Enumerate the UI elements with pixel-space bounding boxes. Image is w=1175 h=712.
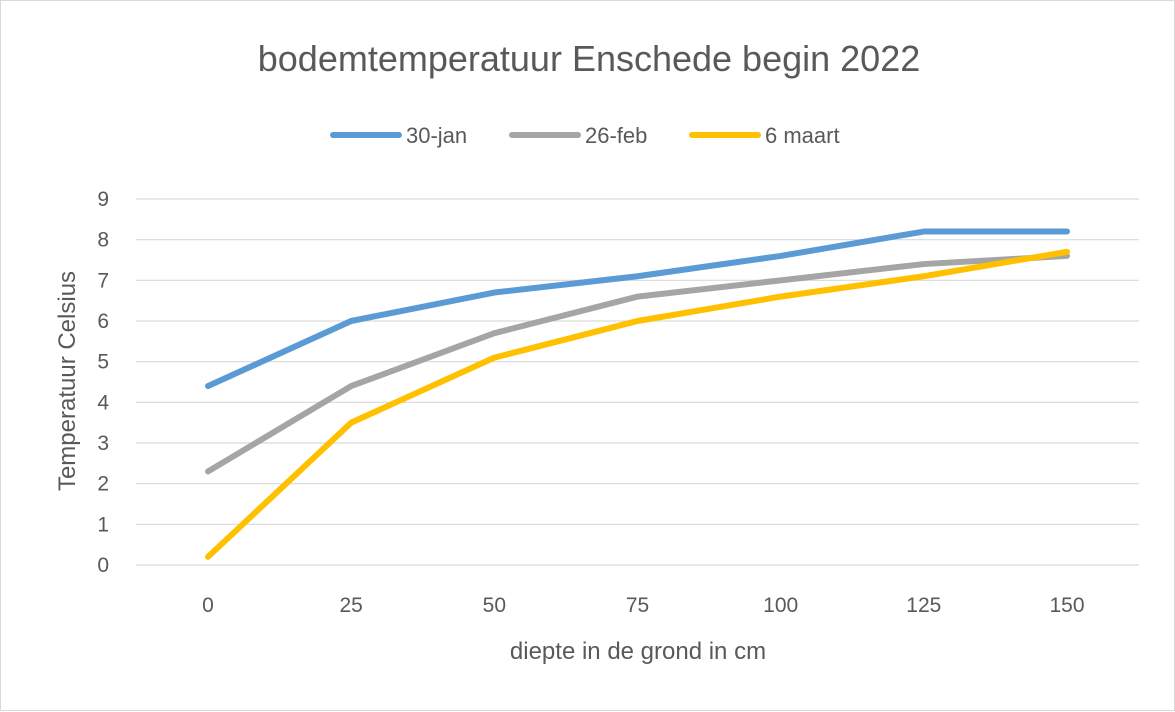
y-tick-label: 9 (97, 188, 109, 211)
chart-title: bodemtemperatuur Enschede begin 2022 (258, 38, 920, 79)
y-tick-label: 1 (97, 513, 109, 536)
series-line-6-maart (205, 248, 1070, 560)
series-line-30-jan (205, 228, 1070, 390)
y-axis-ticks: 0 1 2 3 4 5 6 7 8 9 (97, 188, 109, 577)
gridlines (136, 198, 1139, 566)
x-tick-label: 25 (339, 594, 362, 617)
legend: 30-jan 26-feb 6 maart (330, 123, 840, 148)
y-tick-label: 2 (97, 473, 109, 496)
y-tick-label: 0 (97, 554, 109, 577)
y-tick-label: 8 (97, 229, 109, 252)
legend-label: 6 maart (765, 123, 840, 148)
x-tick-label: 75 (626, 594, 649, 617)
x-tick-label: 100 (763, 594, 798, 617)
series-line-26-feb (205, 252, 1070, 475)
y-tick-label: 6 (97, 310, 109, 333)
y-tick-label: 7 (97, 269, 109, 292)
x-tick-label: 50 (483, 594, 506, 617)
x-axis-ticks: 0 25 50 75 100 125 150 (202, 594, 1084, 617)
x-tick-label: 125 (906, 594, 941, 617)
x-tick-label: 150 (1049, 594, 1084, 617)
series-lines (205, 228, 1070, 560)
y-tick-label: 3 (97, 432, 109, 455)
legend-label: 30-jan (406, 123, 467, 148)
y-tick-label: 4 (97, 391, 109, 414)
legend-label: 26-feb (585, 123, 647, 148)
y-tick-label: 5 (97, 351, 109, 374)
x-tick-label: 0 (202, 594, 214, 617)
x-axis-label: diepte in de grond in cm (510, 638, 766, 665)
y-axis-label: Temperatuur Celsius (54, 271, 81, 491)
